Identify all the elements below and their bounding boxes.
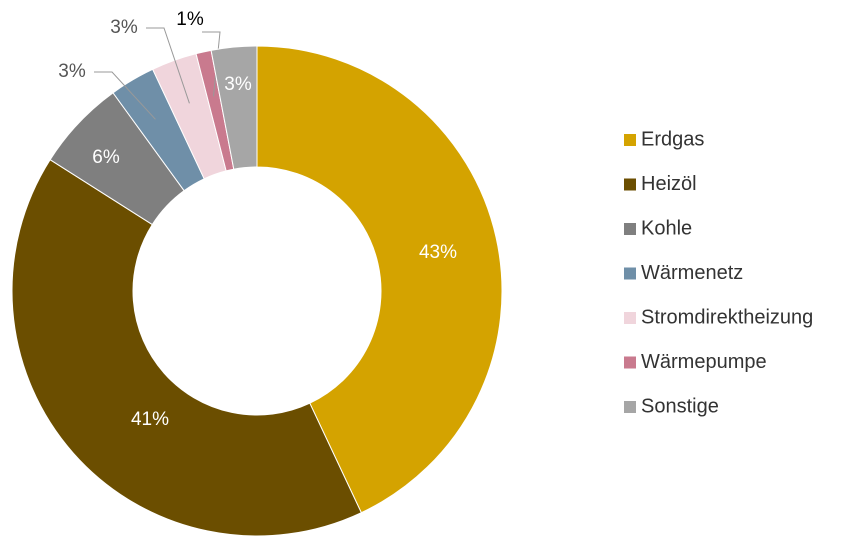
legend-swatch	[624, 312, 636, 324]
legend-label: Sonstige	[641, 395, 719, 417]
data-label: 3%	[110, 17, 138, 38]
data-label: 3%	[58, 61, 86, 82]
legend-label: Wärmenetz	[641, 262, 743, 284]
data-label: 3%	[224, 74, 252, 95]
legend-swatch	[624, 134, 636, 146]
data-label: 41%	[131, 409, 169, 430]
donut-slice	[256, 45, 503, 514]
legend-swatch	[624, 356, 636, 369]
legend-label: Kohle	[641, 217, 692, 239]
donut-slice	[11, 159, 362, 537]
legend-swatch	[624, 267, 636, 280]
legend-label: Wärmepumpe	[641, 351, 767, 373]
leader-line	[94, 71, 156, 120]
legend-label: Heizöl	[641, 173, 697, 195]
donut-slice	[210, 45, 258, 170]
leader-line	[146, 27, 190, 104]
legend-swatch	[624, 401, 636, 413]
legend-swatch	[624, 223, 636, 235]
legend-label: Stromdirektheizung	[641, 306, 813, 328]
data-label: 43%	[419, 242, 457, 263]
legend-swatch	[624, 178, 636, 191]
legend-label: Erdgas	[641, 128, 704, 150]
data-label: 1%	[176, 9, 204, 30]
data-label: 6%	[92, 147, 120, 168]
